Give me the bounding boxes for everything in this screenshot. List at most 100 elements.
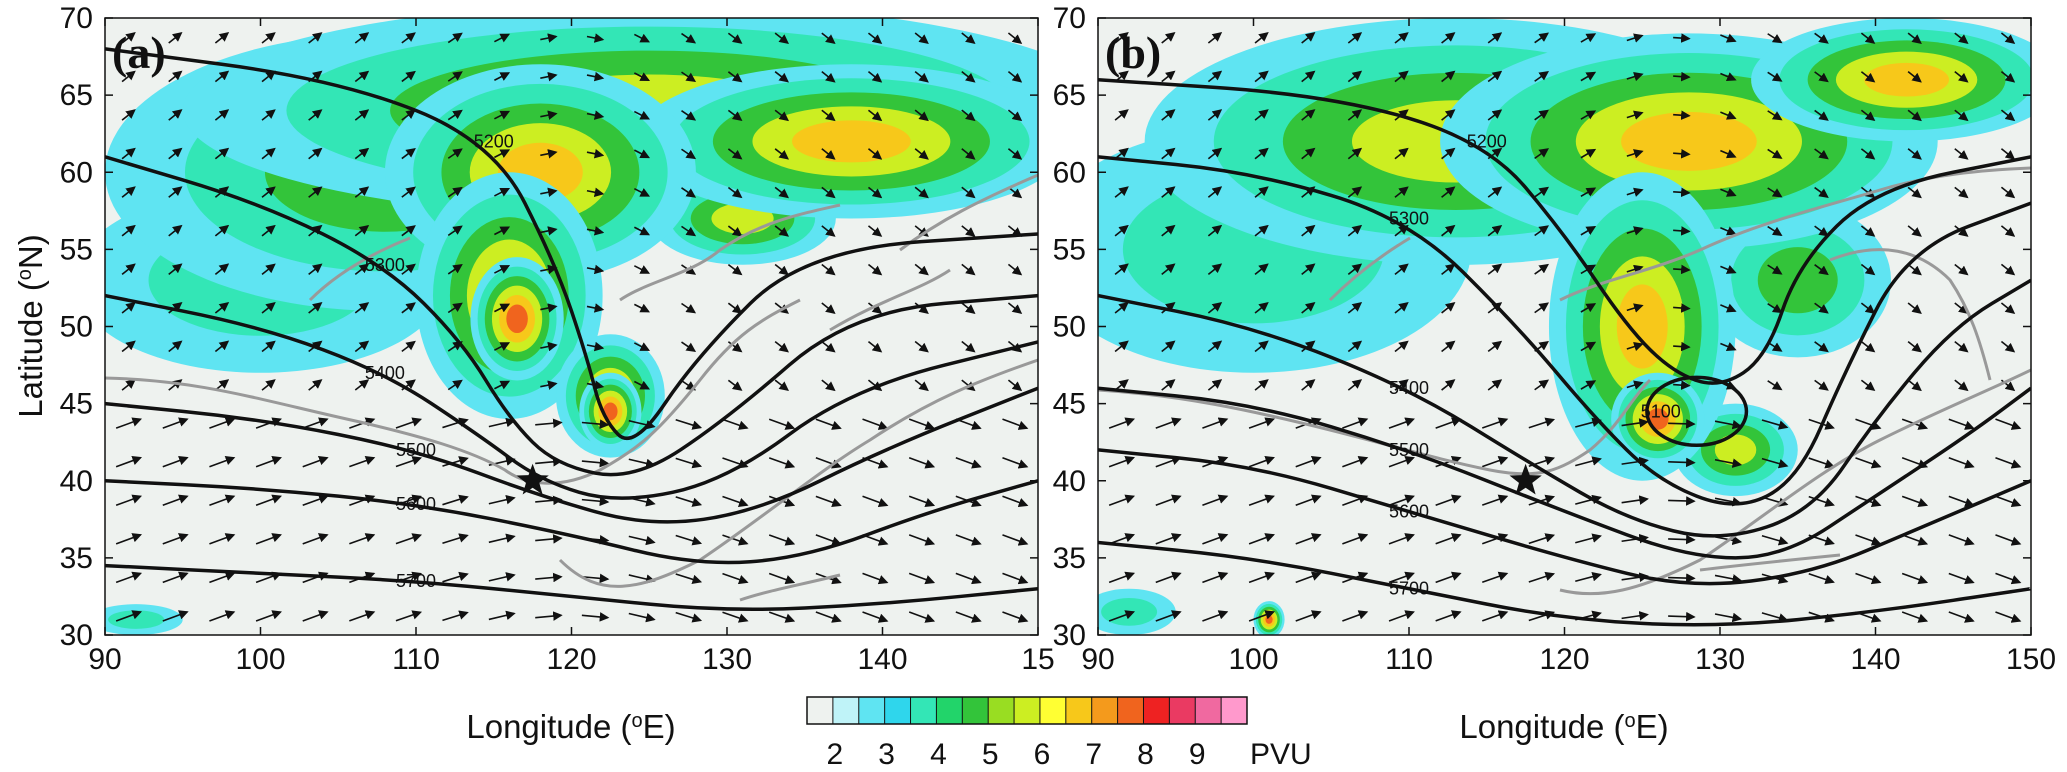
wind-vector xyxy=(1202,417,1229,429)
wind-vector xyxy=(862,572,889,585)
wind-vector xyxy=(1954,379,1969,392)
wind-vector xyxy=(675,457,703,469)
x-tick-label: 15 xyxy=(1021,643,1054,676)
wind-vector xyxy=(628,458,656,469)
wind-vector xyxy=(1007,263,1023,276)
wind-vector xyxy=(1394,263,1409,276)
wind-vector xyxy=(162,571,189,584)
wind-vector xyxy=(774,379,789,392)
wind-vector xyxy=(535,534,563,544)
wind-vector xyxy=(2000,302,2016,314)
wind-vector xyxy=(581,573,610,584)
wind-vector xyxy=(633,380,651,390)
wind-vector xyxy=(1995,611,2022,623)
y-tick-label: 35 xyxy=(1053,542,1086,575)
colorbar-swatch xyxy=(807,697,834,724)
wind-vector xyxy=(955,534,982,546)
wind-vector xyxy=(540,303,558,313)
wind-vector xyxy=(815,418,842,430)
wind-vector xyxy=(586,187,605,198)
wind-vector xyxy=(214,340,230,353)
wind-vector xyxy=(1207,70,1223,83)
wind-vector xyxy=(1621,418,1649,428)
wind-vector xyxy=(308,302,323,314)
y-tick-label: 70 xyxy=(60,2,93,35)
wind-vector xyxy=(1626,149,1644,159)
wind-vector xyxy=(1673,110,1691,120)
wind-vector xyxy=(1207,186,1223,198)
wind-vector xyxy=(815,457,842,469)
contour-label: 5200 xyxy=(474,131,514,151)
wind-vector xyxy=(1301,340,1316,353)
wind-vector xyxy=(821,379,836,392)
wind-vector xyxy=(2000,340,2016,353)
wind-vector xyxy=(1673,148,1691,159)
wind-vector xyxy=(1626,187,1644,197)
wind-vector xyxy=(1002,572,1029,585)
wind-vector xyxy=(914,70,929,83)
wind-vector xyxy=(1907,148,1922,160)
wind-vector xyxy=(1161,263,1176,276)
wind-vector xyxy=(727,263,743,276)
colorbar-swatch xyxy=(1195,697,1222,724)
wind-vector xyxy=(1007,32,1023,45)
wind-vector xyxy=(1487,32,1503,44)
colorbar-tick-labels: 2 3 4 5 6 7 8 9 xyxy=(827,738,1206,771)
wind-vector xyxy=(1248,417,1275,429)
wind-vector xyxy=(633,110,651,120)
wind-vector xyxy=(2000,148,2016,160)
wind-vector xyxy=(354,109,370,121)
wind-vector xyxy=(1814,341,1829,353)
wind-vector xyxy=(442,571,469,583)
wind-vector xyxy=(1673,303,1691,313)
wind-vector xyxy=(1814,148,1829,160)
wind-vector xyxy=(1295,533,1322,545)
wind-vector xyxy=(261,147,276,160)
contour-label: 5600 xyxy=(1389,502,1429,522)
wind-vector xyxy=(1108,571,1136,584)
wind-vector xyxy=(308,379,323,391)
wind-vector xyxy=(1435,456,1462,468)
wind-vector xyxy=(1907,71,1922,83)
wind-vector xyxy=(1347,379,1363,391)
wind-vector xyxy=(1668,419,1696,429)
wind-vector xyxy=(488,417,516,428)
wind-vector xyxy=(1626,72,1644,82)
wind-vector xyxy=(1673,226,1691,236)
y-tick-label: 40 xyxy=(1053,465,1086,498)
wind-vector xyxy=(1954,109,1969,122)
wind-vector xyxy=(1161,379,1176,391)
wind-vector xyxy=(1907,225,1922,237)
panel-b-low-contour xyxy=(1645,375,1749,448)
wind-vector xyxy=(1161,186,1176,198)
wind-vector xyxy=(914,302,929,314)
height-contour-5400 xyxy=(105,293,1038,500)
pv-blob xyxy=(506,304,528,334)
wind-vector xyxy=(1860,379,1876,391)
panel-a-contour-labels: 5200 5300 5400 5500 5600 5700 xyxy=(365,131,514,591)
wind-vector xyxy=(540,226,558,236)
pv-blob xyxy=(1621,111,1757,171)
wind-vector xyxy=(722,418,749,430)
wind-vector xyxy=(447,109,463,121)
colorbar-tick-label: 8 xyxy=(1137,738,1154,771)
wind-vector xyxy=(1002,611,1029,623)
wind-vector xyxy=(1575,494,1602,505)
wind-vector xyxy=(914,263,929,276)
panel-a-label: (a) xyxy=(112,27,166,78)
wind-vector xyxy=(1441,379,1456,391)
y-tick-label: 30 xyxy=(1053,619,1086,652)
wind-vector xyxy=(1254,70,1269,83)
height-contour-5200 xyxy=(1098,77,2031,385)
wind-vector xyxy=(1761,457,1789,469)
wind-vector xyxy=(1720,72,1737,82)
wind-vector xyxy=(354,224,370,237)
wind-vector xyxy=(681,225,697,237)
wind-vector xyxy=(727,148,743,160)
colorbar-tick-label: 6 xyxy=(1034,738,1051,771)
wind-vector xyxy=(1814,379,1829,391)
wind-vector xyxy=(1435,571,1462,584)
panel-a: 5200 5300 5400 5500 5600 5700 (a) 90 100 110 120… xyxy=(12,2,1055,745)
wind-vector xyxy=(1007,109,1023,122)
